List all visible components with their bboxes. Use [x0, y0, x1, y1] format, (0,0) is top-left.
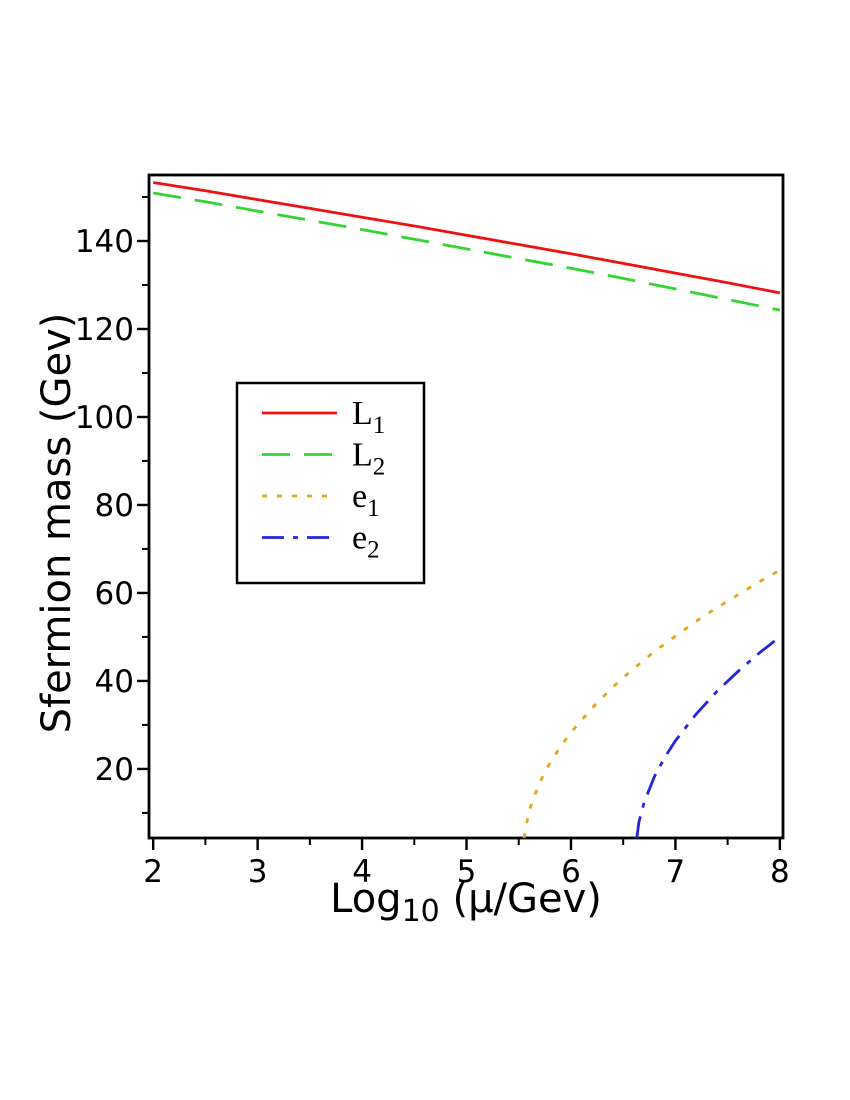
y-tick-label: 40 [95, 664, 134, 700]
x-tick-label: 4 [352, 854, 372, 890]
legend-L2-label: L2 [352, 437, 385, 481]
y-tick-label: 60 [95, 576, 134, 612]
x-tick-label: 7 [666, 854, 686, 890]
x-tick-label: 5 [457, 854, 477, 890]
x-tick-label: 8 [770, 854, 790, 890]
legend-e1-label: e1 [352, 478, 380, 522]
y-tick-label: 140 [75, 224, 134, 260]
legend-e2-label: e2 [352, 520, 380, 564]
x-tick-label: 6 [561, 854, 581, 890]
series-e1-line [522, 568, 781, 839]
series-L1-line [152, 181, 781, 295]
x-tick-label: 2 [143, 854, 163, 890]
y-tick-label: 100 [75, 400, 134, 436]
y-tick-label: 120 [75, 312, 134, 348]
y-axis-label: Sfermion mass (Gev) [34, 313, 80, 734]
series-e2-line [635, 635, 781, 839]
legend-L1-label: L1 [352, 395, 385, 439]
y-tick-label: 80 [95, 488, 134, 524]
x-axis-label: Log10 (μ/Gev) [330, 876, 602, 929]
tick-labels: 2 3 4 5 6 7 8 20 40 60 80 100 120 140 [75, 224, 790, 890]
legend-box [235, 381, 426, 585]
y-tick-label: 20 [95, 752, 134, 788]
series-L2-line [152, 191, 781, 312]
axis-ticks [137, 195, 782, 850]
x-tick-label: 3 [248, 854, 268, 890]
